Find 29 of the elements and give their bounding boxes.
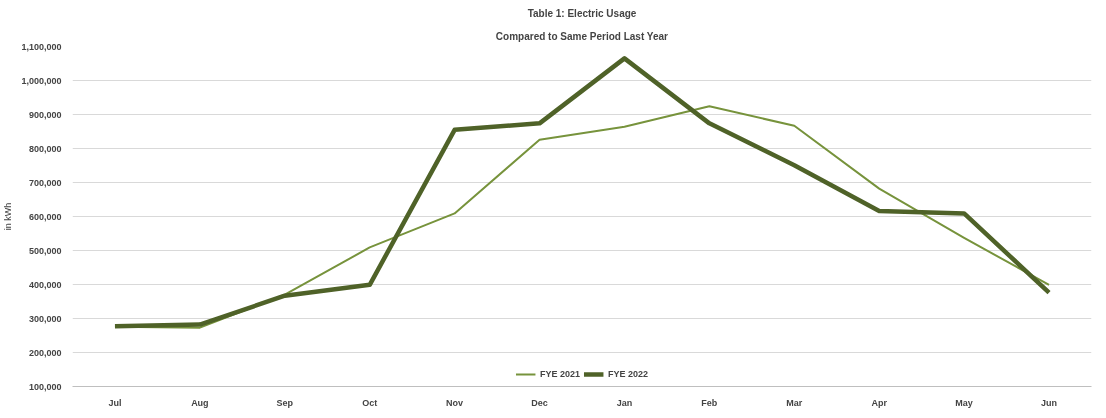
y-tick-label: 1,100,000	[21, 41, 62, 52]
x-tick-label: Jun	[1041, 397, 1058, 408]
legend-label: FYE 2022	[608, 369, 649, 379]
line-series	[112, 56, 1052, 329]
chart-subtitle: Compared to Same Period Last Year	[495, 30, 669, 42]
x-tick-label: Mar	[786, 397, 803, 408]
x-tick-label: Oct	[362, 397, 378, 408]
y-tick-label: 100,000	[28, 381, 62, 392]
y-tick-label: 900,000	[28, 109, 62, 120]
x-tick-label: Apr	[871, 397, 888, 408]
y-tick-label: 200,000	[28, 347, 62, 358]
x-tick-label: May	[955, 397, 973, 408]
y-tick-label: 700,000	[28, 177, 62, 188]
y-tick-label: 400,000	[28, 279, 62, 290]
y-tick-label: 1,000,000	[21, 75, 62, 86]
x-tick-label: Nov	[446, 397, 464, 408]
y-tick-label: 600,000	[28, 211, 62, 222]
x-tick-label: Jul	[108, 397, 122, 408]
x-tick-label: Dec	[531, 397, 548, 408]
legend-label: FYE 2021	[539, 369, 580, 379]
y-axis-title: in kWh	[3, 202, 14, 231]
x-tick-label: Aug	[191, 397, 209, 408]
y-tick-label: 300,000	[28, 313, 62, 324]
x-tick-label: Sep	[276, 397, 294, 408]
x-tick-label: Jan	[616, 397, 633, 408]
y-tick-label: 800,000	[28, 143, 62, 154]
x-tick-label: Feb	[701, 397, 718, 408]
chart-title: Table 1: Electric Usage	[527, 7, 637, 19]
y-tick-label: 500,000	[28, 245, 62, 256]
